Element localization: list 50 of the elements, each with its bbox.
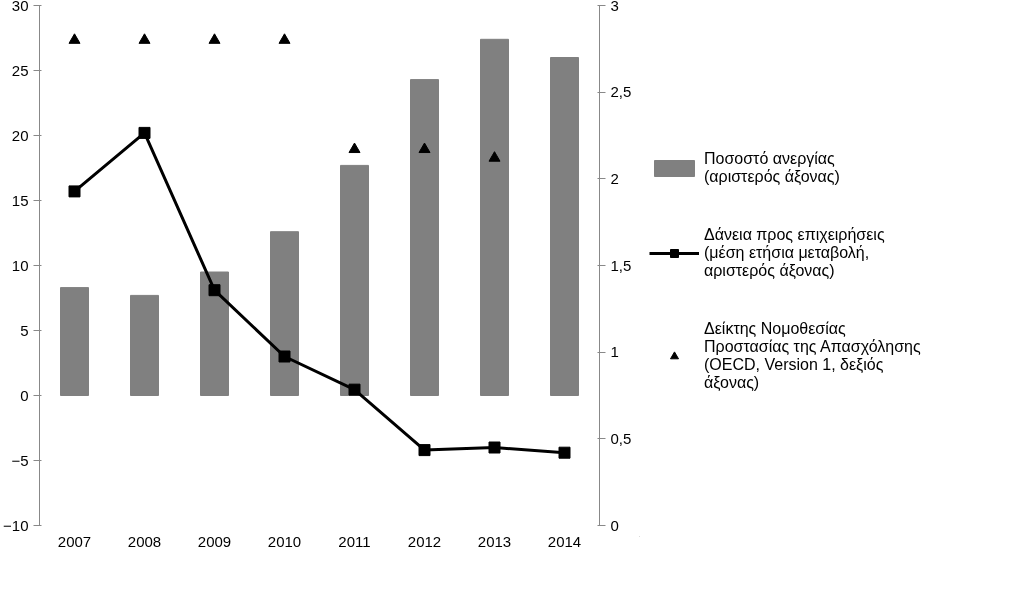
bar: [270, 231, 299, 396]
y-tick-label: −5: [11, 451, 29, 469]
x-tick-label: 2009: [197, 532, 232, 550]
y-tick-label: 10: [11, 256, 29, 274]
x-tick-label: 2011: [338, 532, 371, 550]
point: [278, 33, 291, 44]
point: [278, 350, 291, 363]
point: [418, 142, 431, 154]
point: [348, 142, 361, 154]
bar: [60, 287, 89, 396]
y2-tick-label: 0: [610, 516, 619, 534]
y2-tick-label: 2,5: [610, 83, 632, 101]
point: [488, 441, 501, 454]
y2-tick-label: 1,5: [610, 256, 632, 274]
y2-tick-label: 0,5: [610, 429, 632, 447]
bar: [340, 164, 369, 396]
y-tick-label: 0: [20, 386, 29, 404]
point: [208, 284, 221, 297]
bar: [550, 57, 579, 396]
y-tick-label: 20: [11, 126, 29, 144]
y-tick-label: 25: [11, 61, 29, 79]
legend-label: Δείκτης Νομοθεσίας Προστασίας της Απασχόλησης (OECD, Version 1, δεξιός άξονας): [704, 319, 921, 392]
x-tick-label: 2010: [267, 532, 302, 550]
point: [68, 185, 81, 198]
bar: [480, 38, 509, 396]
point: [208, 33, 221, 44]
legend-label: Ποσοστό ανεργίας (αριστερός άξονας): [704, 149, 840, 186]
bar: [410, 79, 439, 396]
point: [348, 383, 361, 396]
legend-label: Δάνεια προς επιχειρήσεις (μέση ετήσια μεταβολή, αριστερός άξονας): [704, 225, 885, 280]
x-tick-label: 2013: [477, 532, 512, 550]
x-tick-label: 2012: [407, 532, 442, 550]
y-tick-label: 5: [20, 321, 29, 339]
y2-tick-label: 3: [610, 0, 619, 14]
y-tick-label: −10: [3, 516, 29, 534]
y2-tick-label: 1: [610, 343, 619, 361]
point: [138, 33, 151, 44]
y-tick-label: 30: [11, 0, 29, 14]
bar: [200, 271, 229, 396]
point: [418, 444, 431, 457]
point: [488, 151, 501, 162]
y-tick-label: 15: [11, 191, 29, 209]
y2-tick-label: 2: [610, 169, 619, 187]
x-tick-label: 2008: [127, 532, 162, 550]
bar: [130, 294, 159, 396]
point: [558, 446, 571, 459]
x-tick-label: 2007: [57, 532, 92, 550]
point: [68, 33, 81, 44]
x-tick-label: 2014: [547, 532, 582, 550]
point: [138, 126, 151, 139]
